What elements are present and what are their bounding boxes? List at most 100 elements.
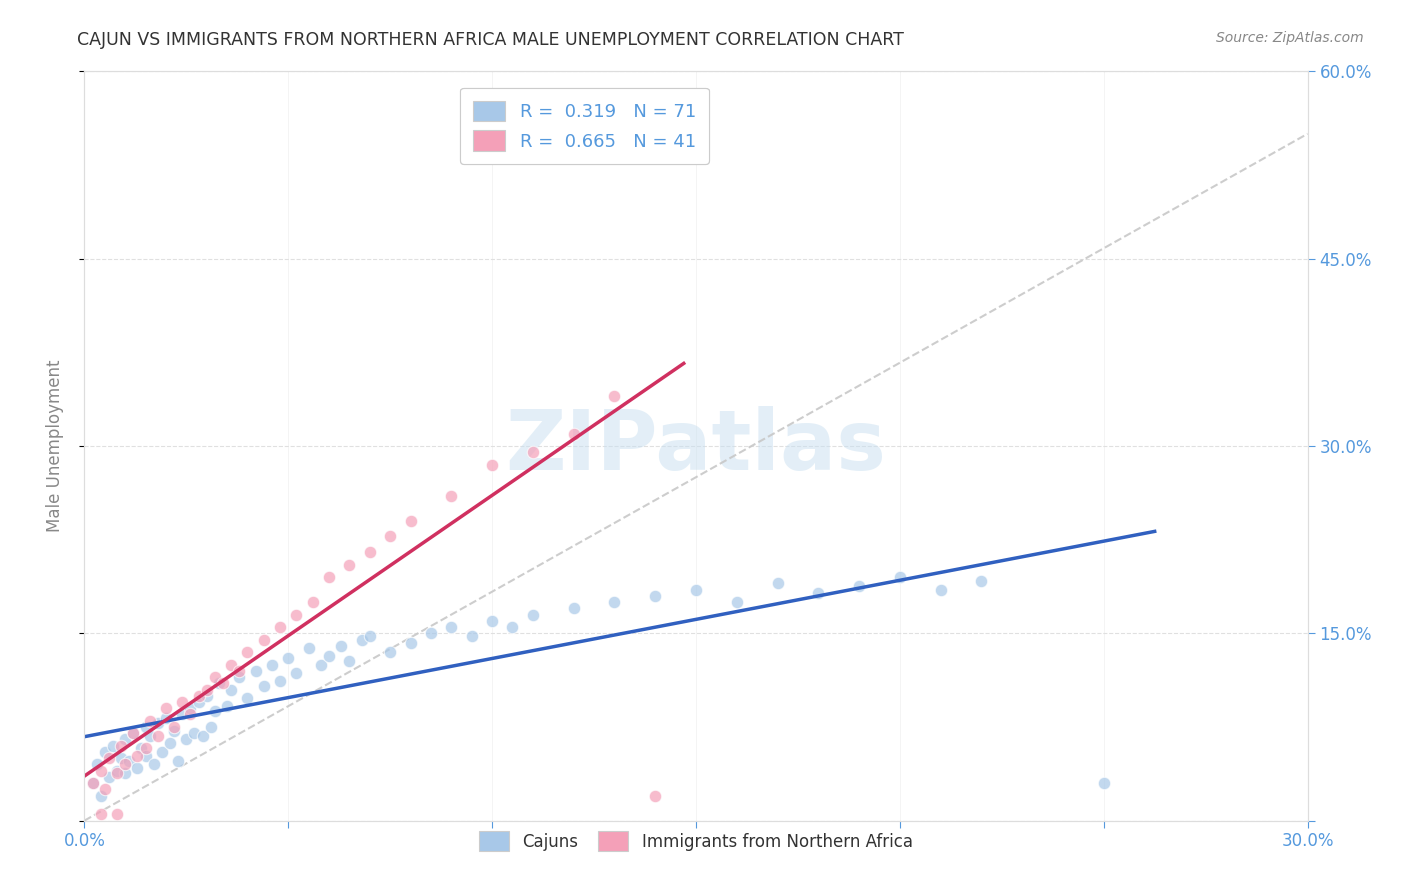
Point (174, 732, 197, 747)
Point (155, 711, 177, 725)
Point (127, 748, 149, 763)
Point (380, 529, 402, 543)
Point (135, 748, 157, 763)
Point (191, 729, 214, 743)
Text: CAJUN VS IMMIGRANTS FROM NORTHERN AFRICA MALE UNEMPLOYMENT CORRELATION CHART: CAJUN VS IMMIGRANTS FROM NORTHERN AFRICA… (77, 31, 904, 49)
Point (86, 757, 108, 772)
Point (285, 607, 308, 622)
Point (228, 670, 250, 684)
Point (187, 695, 209, 709)
Point (339, 654, 361, 668)
Point (90, 764, 112, 778)
Point (105, 766, 128, 780)
Point (1092, 776, 1115, 790)
Point (118, 754, 141, 768)
Point (179, 701, 201, 715)
Point (135, 720, 157, 734)
Point (212, 676, 235, 690)
Point (172, 695, 194, 709)
Point (155, 701, 177, 715)
Point (146, 729, 169, 743)
Legend: Cajuns, Immigrants from Northern Africa: Cajuns, Immigrants from Northern Africa (472, 825, 920, 857)
Point (562, 139, 585, 153)
Point (285, 666, 308, 681)
Point (146, 716, 169, 731)
Point (163, 723, 186, 738)
Point (150, 745, 173, 759)
Point (420, 626, 443, 640)
Point (725, 595, 748, 609)
Point (309, 657, 332, 672)
Point (195, 682, 218, 697)
Point (245, 664, 267, 678)
Point (269, 620, 291, 634)
Point (97, 770, 120, 784)
Point (105, 807, 128, 822)
Point (114, 757, 136, 772)
Point (399, 636, 422, 650)
Point (208, 676, 231, 690)
Point (204, 670, 226, 684)
Point (236, 645, 259, 659)
Point (97, 751, 120, 765)
Point (187, 689, 209, 703)
Point (82, 776, 104, 790)
Point (685, 582, 707, 597)
Point (562, 601, 585, 615)
Point (269, 673, 291, 688)
Point (848, 579, 870, 593)
Point (110, 751, 132, 765)
Point (82, 776, 104, 790)
Point (481, 614, 503, 628)
Point (522, 607, 544, 622)
Point (90, 789, 112, 803)
Point (114, 732, 136, 747)
Point (167, 754, 190, 768)
Point (318, 648, 340, 663)
Point (603, 389, 626, 403)
Point (135, 741, 157, 756)
Point (766, 576, 789, 591)
Point (399, 514, 422, 528)
Point (138, 714, 160, 728)
Point (183, 726, 205, 740)
Point (644, 789, 666, 803)
Point (142, 757, 165, 772)
Point (253, 632, 276, 647)
Point (359, 545, 381, 559)
Point (101, 739, 124, 753)
Point (93, 782, 115, 797)
Point (440, 620, 463, 634)
Point (163, 720, 186, 734)
Point (131, 741, 153, 756)
Point (122, 726, 145, 740)
Point (889, 570, 911, 584)
Point (277, 651, 299, 665)
Point (217, 698, 239, 713)
Point (195, 689, 218, 703)
Point (114, 766, 136, 780)
Point (603, 595, 626, 609)
Point (219, 657, 242, 672)
Point (970, 574, 993, 588)
Point (172, 707, 194, 722)
Point (179, 707, 201, 722)
Point (122, 726, 145, 740)
Point (90, 807, 112, 822)
Point (204, 704, 226, 718)
Point (359, 629, 381, 643)
Point (219, 682, 242, 697)
Point (105, 764, 128, 778)
Point (562, 426, 585, 441)
Y-axis label: Male Unemployment: Male Unemployment (45, 359, 63, 533)
Point (330, 639, 353, 653)
Point (110, 739, 132, 753)
Point (318, 570, 340, 584)
Point (339, 558, 361, 572)
Point (159, 736, 181, 750)
Point (522, 445, 544, 459)
Point (929, 582, 952, 597)
Text: Source: ZipAtlas.com: Source: ZipAtlas.com (1216, 31, 1364, 45)
Point (260, 657, 283, 672)
Point (228, 664, 250, 678)
